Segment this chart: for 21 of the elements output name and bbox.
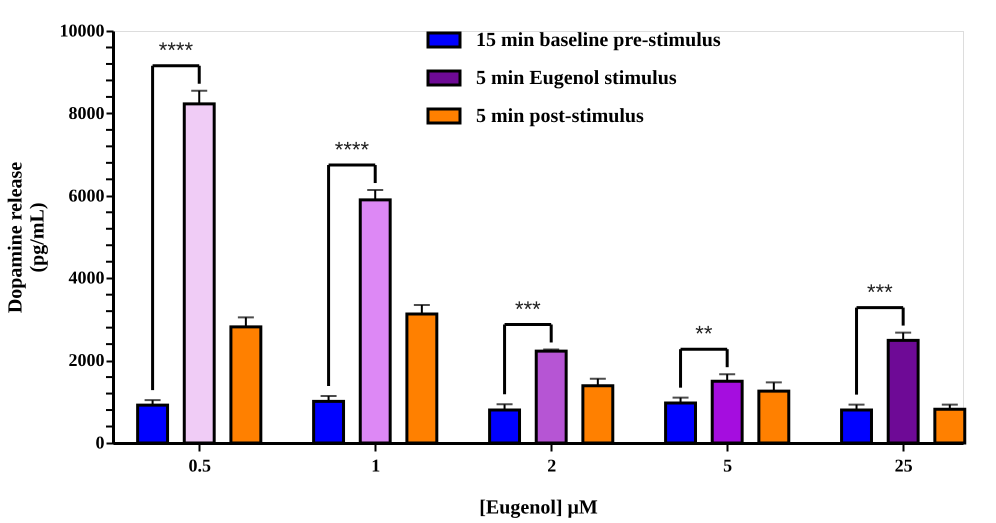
x-tick-label: 0.5 (188, 456, 211, 476)
y-tick-label: 4000 (68, 268, 104, 288)
x-tick-label: 1 (371, 456, 380, 476)
annotation: **** (334, 137, 370, 162)
x-tick-label: 2 (547, 456, 556, 476)
y-tick-label: 2000 (68, 350, 104, 370)
y-tick-label: 0 (96, 432, 104, 452)
y-axis-title: Dopamine release (pg/mL) (4, 162, 48, 314)
annotation: *** (867, 280, 894, 305)
legend-label: 5 min Eugenol stimulus (476, 67, 677, 89)
y-tick-label: 6000 (68, 185, 104, 206)
x-tick-label: 25 (894, 456, 913, 476)
y-tick-label: 10000 (60, 20, 104, 40)
x-axis-title: [Eugenol] μM (479, 496, 598, 518)
y-tick-label: 8000 (68, 102, 104, 123)
x-tick-label: 5 (723, 456, 732, 476)
legend-label: 5 min post-stimulus (476, 105, 644, 127)
legend-label: 15 min baseline pre-stimulus (476, 29, 721, 51)
annotation: *** (515, 296, 542, 322)
annotation: ** (695, 321, 713, 346)
annotation: **** (158, 38, 194, 63)
